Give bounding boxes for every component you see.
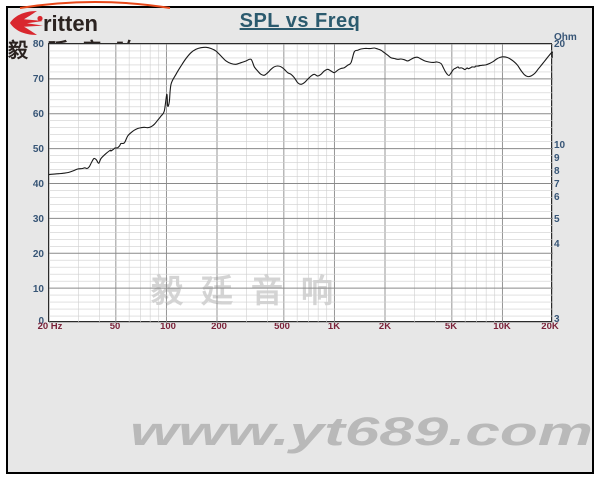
svg-text:ritten: ritten — [43, 11, 98, 36]
